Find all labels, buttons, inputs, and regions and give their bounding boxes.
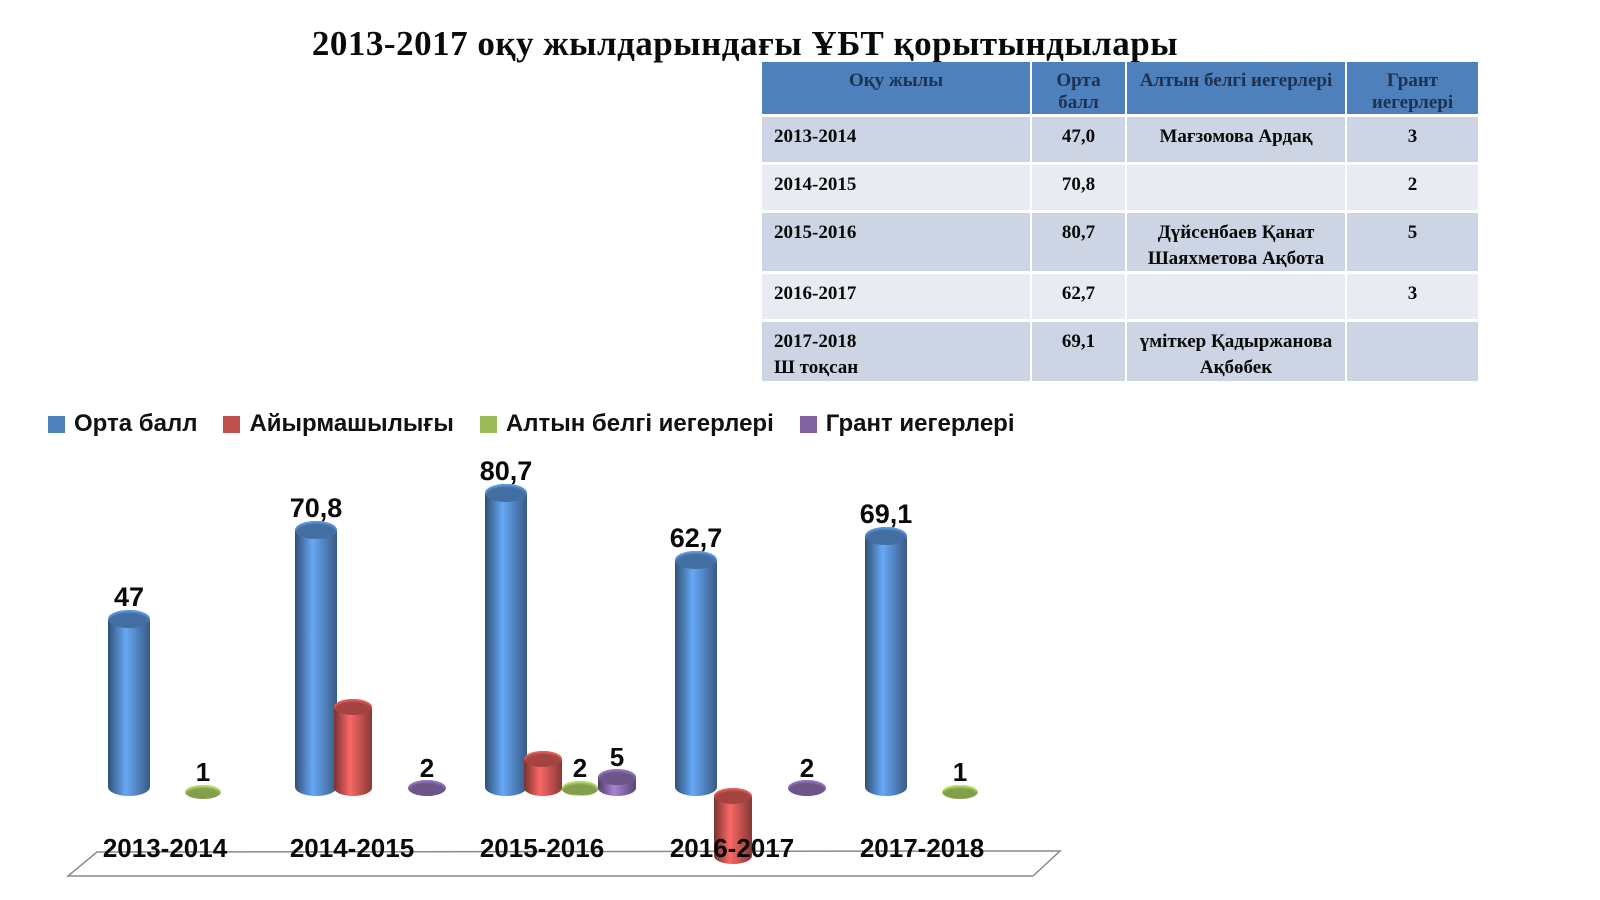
legend-item-Алтын белгі иегерлері: Алтын белгі иегерлері	[479, 410, 774, 438]
table-row: 2013-2014 47,0 Мағзомова Ардақ 3	[760, 115, 1480, 165]
bar-top-Грант иегерлері-2016-2017	[788, 780, 826, 796]
category-label-2015-2016: 2015-2016	[479, 833, 605, 863]
cell-gold: үміткер Қадыржанова Ақбөбек	[1125, 320, 1347, 384]
cell-year: 2017-2018 Ш тоқсан	[760, 320, 1032, 384]
table-row: 2016-2017 62,7 3	[760, 272, 1480, 323]
bar-top-Орта балл-2014-2015	[295, 521, 337, 539]
table-row: 2017-2018 Ш тоқсан 69,1 үміткер Қадыржан…	[760, 320, 1480, 384]
bar-top-Грант иегерлері-2014-2015	[408, 780, 446, 796]
bar-top-Орта балл-2013-2014	[108, 610, 150, 628]
category-label-2016-2017: 2016-2017	[669, 833, 795, 863]
table-row: 2015-2016 80,7 Дүйсенбаев Қанат Шаяхмето…	[760, 211, 1480, 275]
legend-marker-icon	[223, 415, 241, 433]
bar-Орта балл-2017-2018	[865, 536, 907, 796]
cell-gold: Мағзомова Ардақ	[1125, 115, 1347, 165]
legend-item-Орта балл: Орта балл	[48, 410, 197, 438]
bar-top-Орта балл-2015-2016	[485, 484, 527, 502]
data-label-Орта балл-2015-2016: 80,7	[479, 456, 533, 486]
bar-top-Грант иегерлері-2015-2016	[598, 769, 636, 785]
data-label-Грант иегерлері-2014-2015: 2	[419, 753, 435, 783]
header-grant: Грант иегерлері	[1345, 62, 1480, 117]
cell-year: 2016-2017	[760, 272, 1032, 323]
header-gold: Алтын белгі иегерлері	[1125, 62, 1347, 117]
header-year: Оқу жылы	[760, 62, 1032, 117]
legend-item-Айырмашылығы: Айырмашылығы	[223, 410, 454, 438]
cell-grant: 2	[1345, 163, 1480, 213]
legend-marker-icon	[479, 415, 497, 433]
data-label-Грант иегерлері-2016-2017: 2	[799, 753, 815, 783]
category-label-2013-2014: 2013-2014	[102, 833, 228, 863]
data-label-Орта балл-2016-2017: 62,7	[669, 523, 723, 553]
bar-top-Айырмашылығы-2014-2015	[334, 699, 372, 715]
legend-label: Орта балл	[74, 410, 198, 437]
cell-gold	[1125, 163, 1347, 213]
cell-gold: Дүйсенбаев Қанат Шаяхметова Ақбота	[1125, 211, 1347, 275]
legend-item-Грант иегерлері: Грант иегерлері	[799, 410, 1015, 438]
table-header-row: Оқу жылы Орта балл Алтын белгі иегерлері…	[760, 62, 1480, 117]
data-label-Алтын белгі иегерлері-2013-2014: 1	[195, 757, 211, 787]
legend-label: Грант иегерлері	[825, 410, 1015, 437]
cell-year: 2014-2015	[760, 163, 1032, 213]
bar-top-Айырмашылығы-2015-2016	[524, 751, 562, 767]
bar-top-Айырмашылығы-2016-2017	[714, 788, 752, 804]
data-label-Орта балл-2014-2015: 70,8	[289, 493, 343, 523]
cell-gold	[1125, 272, 1347, 323]
data-label-Алтын белгі иегерлері-2015-2016: 2	[572, 753, 588, 783]
data-label-Алтын белгі иегерлері-2017-2018: 1	[952, 757, 968, 787]
bar-Айырмашылығы-2016-2017	[714, 796, 752, 864]
cell-score: 47,0	[1030, 115, 1127, 165]
chart-floor	[65, 850, 1062, 877]
bar-Орта балл-2013-2014	[108, 619, 150, 796]
bar-top-Орта балл-2016-2017	[675, 551, 717, 569]
bar-Орта балл-2015-2016	[485, 493, 527, 796]
table-row: 2014-2015 70,8 2	[760, 163, 1480, 213]
data-label-Орта балл-2013-2014: 47	[113, 582, 145, 612]
legend-marker-icon	[799, 415, 817, 433]
chart-legend: Орта балл Айырмашылығы Алтын белгі иегерле…	[48, 410, 1015, 438]
legend-label: Айырмашылығы	[249, 410, 454, 437]
data-label-Грант иегерлері-2015-2016: 5	[609, 742, 625, 772]
data-label-Орта балл-2017-2018: 69,1	[859, 499, 913, 529]
cell-grant	[1345, 320, 1480, 384]
cell-grant: 3	[1345, 115, 1480, 165]
results-table: Оқу жылы Орта балл Алтын белгі иегерлері…	[760, 62, 1480, 384]
bar-Орта балл-2014-2015	[295, 530, 337, 796]
header-score: Орта балл	[1030, 62, 1127, 117]
cell-grant: 5	[1345, 211, 1480, 275]
cell-year: 2015-2016	[760, 211, 1032, 275]
cell-year: 2013-2014	[760, 115, 1032, 165]
cell-score: 69,1	[1030, 320, 1127, 384]
legend-label: Алтын белгі иегерлері	[505, 410, 774, 437]
cell-grant: 3	[1345, 272, 1480, 323]
category-label-2014-2015: 2014-2015	[289, 833, 415, 863]
cell-score: 80,7	[1030, 211, 1127, 275]
bar-top-Алтын белгі иегерлері-2015-2016	[562, 781, 598, 795]
bar-Айырмашылығы-2014-2015	[334, 707, 372, 796]
bar-chart: 47 70,8 80,7 62,7 69,1 1 2 1 2 5 2 2013-2014 2014-20…	[0, 430, 1120, 900]
bar-top-Алтын белгі иегерлері-2017-2018	[942, 785, 978, 799]
legend-marker-icon	[48, 415, 65, 433]
cell-score: 62,7	[1030, 272, 1127, 323]
cell-score: 70,8	[1030, 163, 1127, 213]
bar-top-Алтын белгі иегерлері-2013-2014	[185, 785, 221, 799]
bar-top-Орта балл-2017-2018	[865, 527, 907, 545]
category-label-2017-2018: 2017-2018	[859, 833, 985, 863]
bar-Орта балл-2016-2017	[675, 560, 717, 796]
page-title: 2013-2017 оқу жылдарындағы ҰБТ қорытынды…	[311, 24, 1179, 63]
